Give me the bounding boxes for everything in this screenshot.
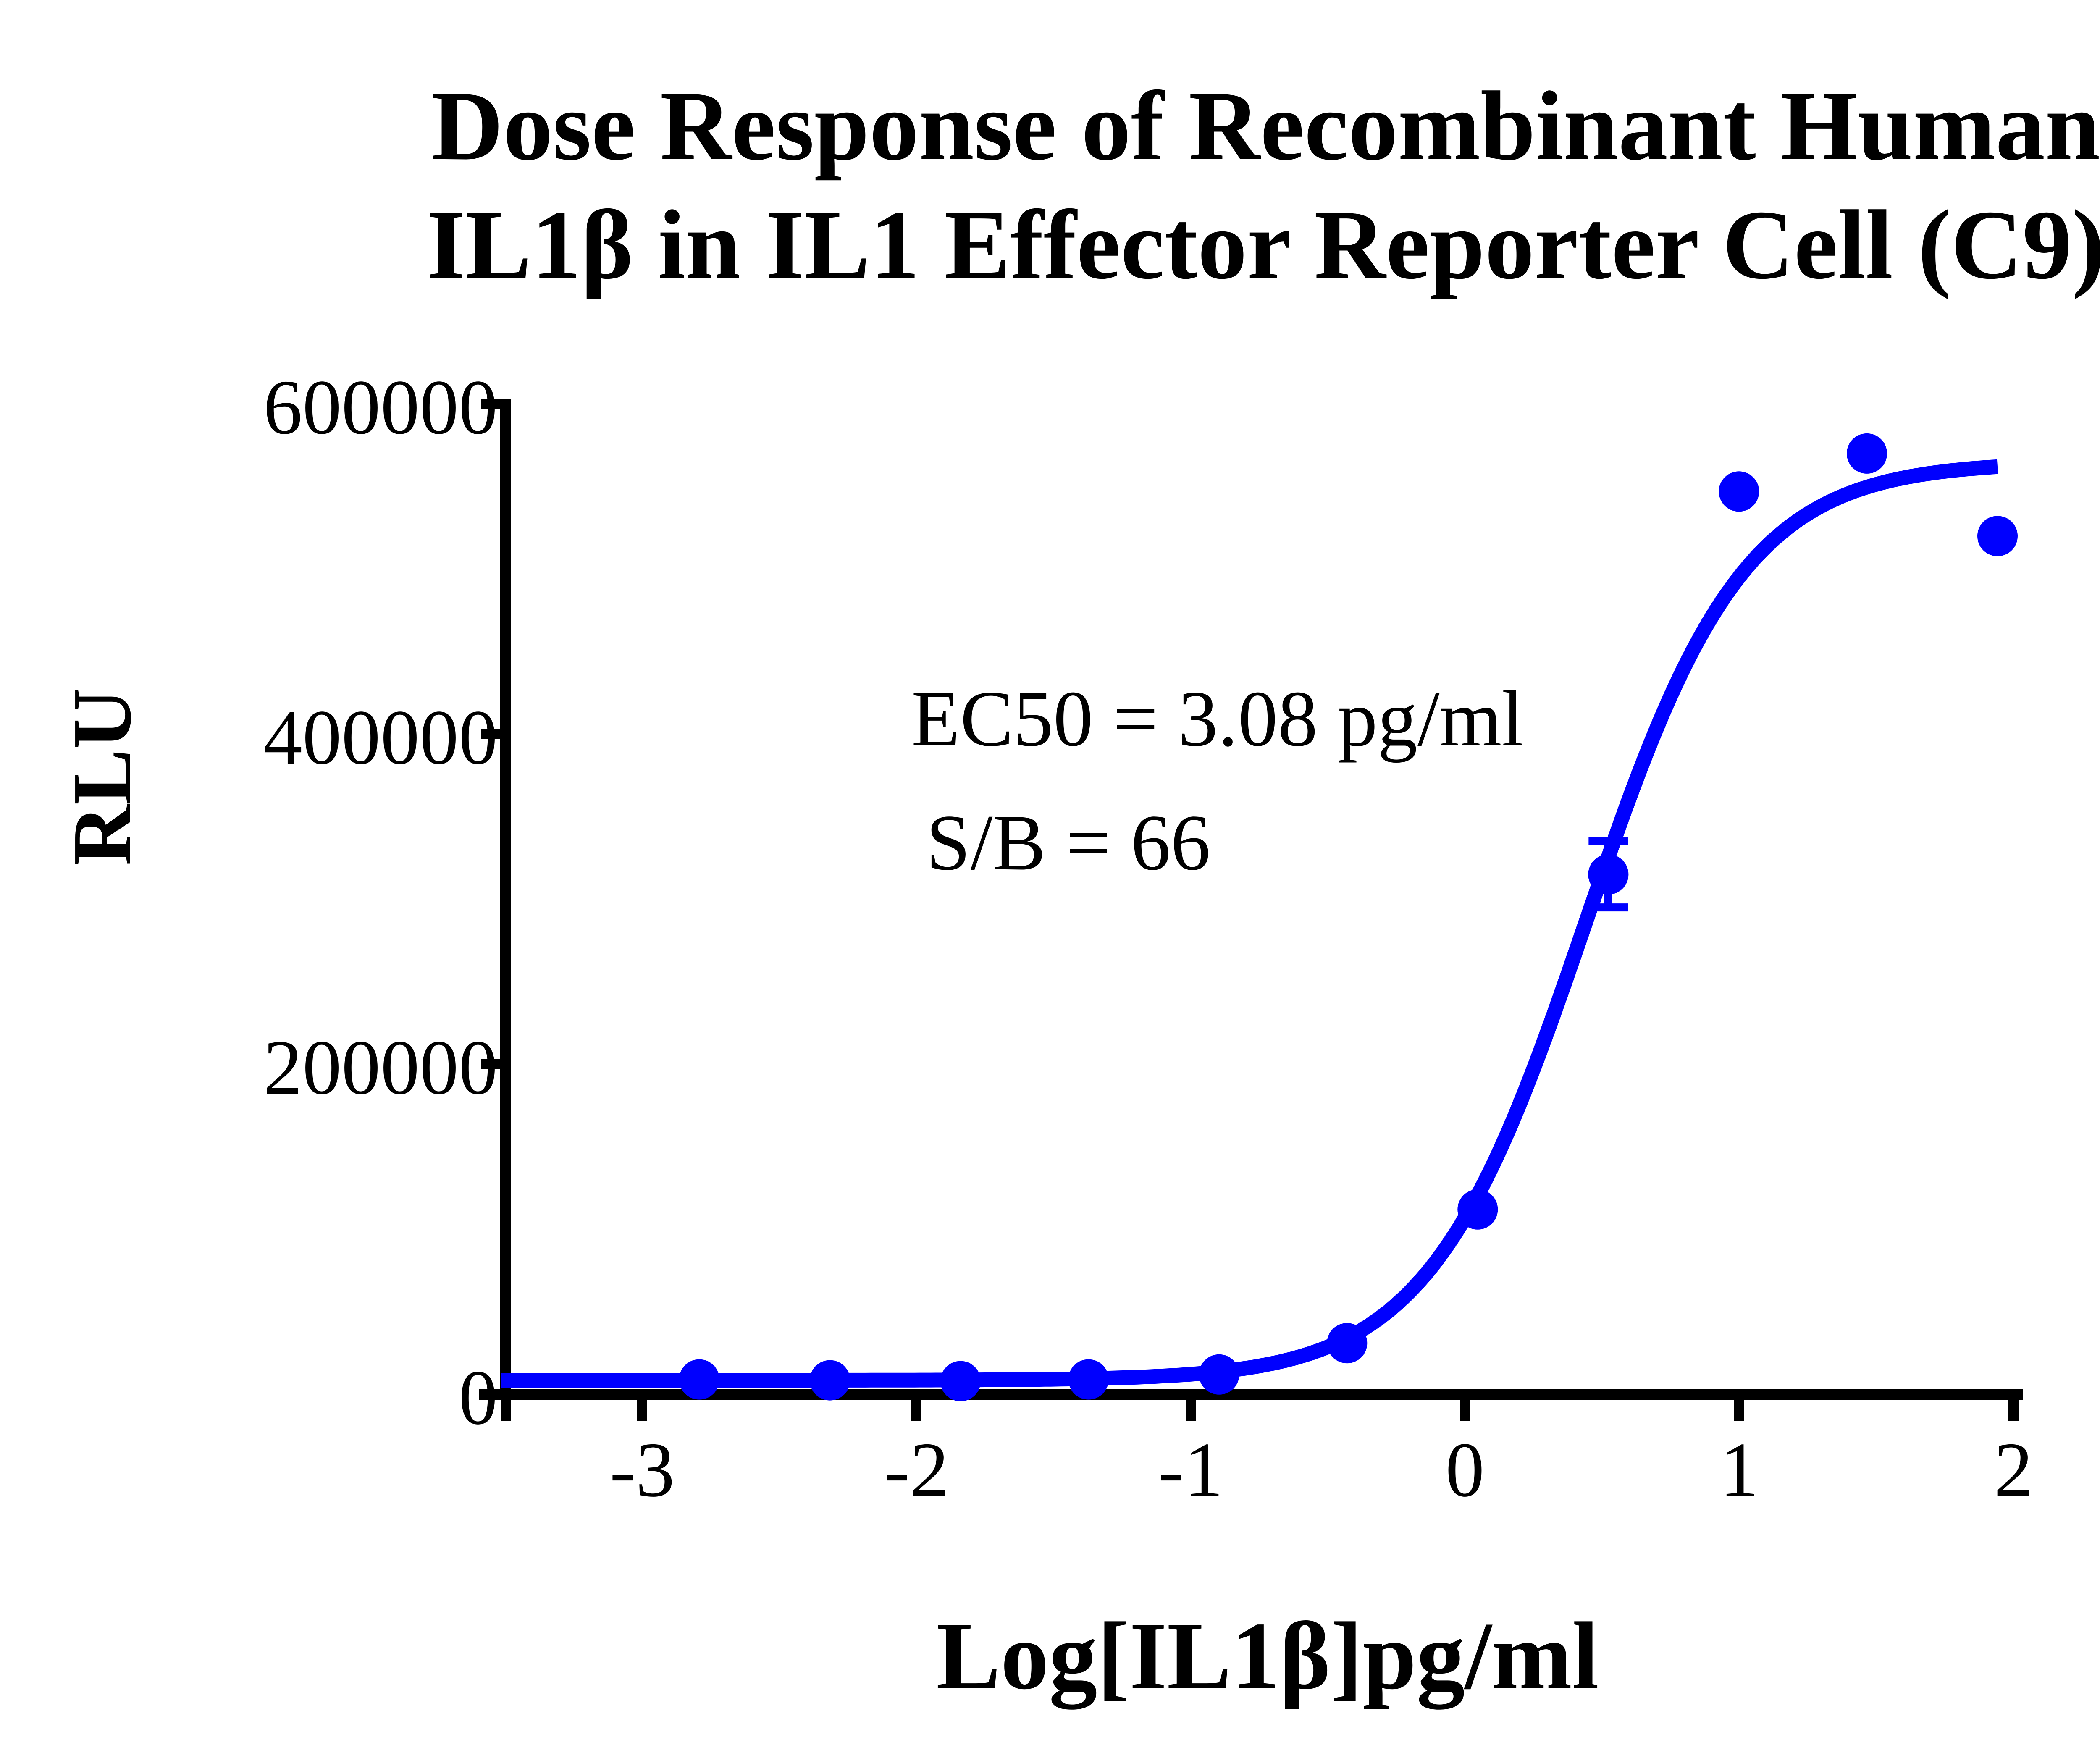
x-tick-label: 2	[1994, 1427, 2033, 1513]
axes	[479, 399, 2023, 1421]
data-point	[1847, 433, 1887, 474]
y-tick-label: 400000	[263, 694, 498, 781]
x-axis-tick-labels: -3 -2 -1 0 1 2	[610, 1427, 2033, 1513]
chart-title-line2: IL1β in IL1 Effector Reporter Cell (C9)	[427, 190, 2100, 300]
data-points-layer	[679, 433, 2018, 1401]
x-tick-label: 1	[1720, 1427, 1759, 1513]
data-point	[810, 1360, 850, 1401]
data-point	[1719, 471, 1759, 512]
annotation-sb: S/B = 66	[926, 799, 1210, 887]
dose-response-curve	[499, 459, 2000, 1388]
data-point	[1068, 1359, 1109, 1400]
y-axis-tick-labels: 600000 400000 200000 0	[263, 364, 498, 1441]
x-tick-label: -3	[610, 1427, 675, 1513]
y-axis-title: RLU	[56, 688, 149, 866]
annotation: EC50 = 3.08 pg/ml S/B = 66	[911, 675, 1524, 887]
chart-title-line1: Dose Response of Recombinant Human	[431, 71, 2100, 181]
data-point	[940, 1361, 981, 1401]
data-point	[1588, 854, 1629, 895]
x-tick-label: -2	[884, 1427, 949, 1513]
y-tick-label: 200000	[263, 1024, 498, 1111]
data-point	[1199, 1354, 1239, 1395]
x-axis-ticks	[501, 1394, 2019, 1421]
y-tick-label: 0	[459, 1354, 498, 1441]
y-tick-label: 600000	[263, 364, 498, 451]
data-point	[1327, 1323, 1368, 1364]
x-tick-label: 0	[1446, 1427, 1485, 1513]
x-tick-label: -1	[1158, 1427, 1223, 1513]
data-point	[1977, 516, 2018, 556]
x-axis-title: Log[IL1β]pg/ml	[936, 1602, 1599, 1710]
data-point	[679, 1359, 719, 1400]
chart-title: Dose Response of Recombinant Human IL1β …	[427, 67, 2100, 304]
data-point	[1457, 1189, 1498, 1230]
dose-response-curve-layer	[499, 459, 2000, 1388]
annotation-ec50: EC50 = 3.08 pg/ml	[911, 675, 1524, 763]
